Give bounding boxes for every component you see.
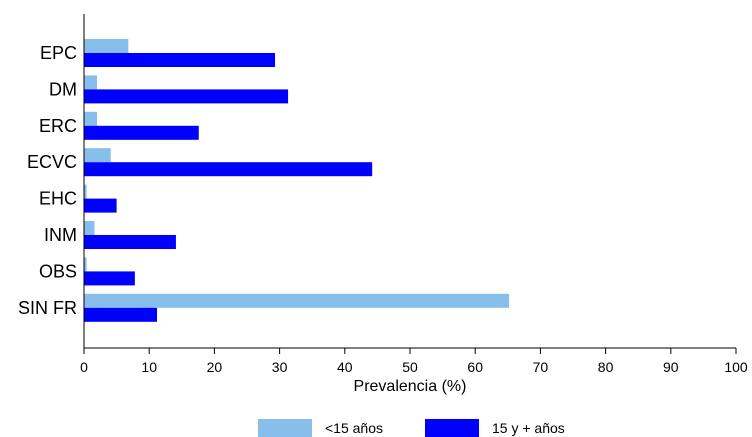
x-tick-label: 80 <box>598 359 614 375</box>
bar-15-plus <box>84 125 199 140</box>
legend-swatch-15-plus <box>425 419 479 437</box>
y-category-label: INM <box>44 225 77 245</box>
x-axis-ticks: 0 10 20 30 40 50 60 70 80 90 100 <box>80 348 748 375</box>
bar-15-plus <box>84 162 373 177</box>
x-tick-label: 20 <box>207 359 223 375</box>
bar-15-plus <box>84 307 158 322</box>
bars-group <box>84 39 510 322</box>
bar-under-15 <box>84 184 87 199</box>
bar-under-15 <box>84 111 98 126</box>
legend-swatch-under-15 <box>258 419 312 437</box>
x-tick-label: 90 <box>663 359 679 375</box>
y-category-label: DM <box>49 79 77 99</box>
legend-label-under-15: <15 años <box>325 420 383 436</box>
bar-under-15 <box>84 39 129 53</box>
x-tick-label: 60 <box>467 359 483 375</box>
x-tick-label: 40 <box>337 359 353 375</box>
bar-15-plus <box>84 89 289 104</box>
y-category-label: EHC <box>39 189 77 209</box>
bar-15-plus <box>84 271 135 286</box>
legend: <15 años 15 y + años <box>258 419 565 437</box>
bar-15-plus <box>84 235 176 249</box>
legend-label-15-plus: 15 y + años <box>492 420 565 436</box>
x-tick-label: 100 <box>724 359 748 375</box>
y-category-label: ERC <box>39 116 77 136</box>
x-tick-label: 10 <box>141 359 157 375</box>
y-category-label: ECVC <box>27 152 77 172</box>
x-tick-label: 0 <box>80 359 88 375</box>
bar-15-plus <box>84 198 117 213</box>
x-axis-title: Prevalencia (%) <box>354 378 467 395</box>
x-tick-label: 50 <box>402 359 418 375</box>
bar-under-15 <box>84 293 510 308</box>
bar-15-plus <box>84 53 276 67</box>
y-category-label: SIN FR <box>18 298 77 318</box>
y-axis-labels: EPC DM ERC ECVC EHC INM OBS SIN FR <box>18 43 77 318</box>
x-tick-label: 70 <box>533 359 549 375</box>
bar-under-15 <box>84 148 111 163</box>
x-tick-label: 30 <box>272 359 288 375</box>
bar-under-15 <box>84 221 95 235</box>
bar-under-15 <box>84 75 98 90</box>
y-category-label: OBS <box>39 261 77 281</box>
bar-under-15 <box>84 257 87 272</box>
y-category-label: EPC <box>40 43 77 63</box>
